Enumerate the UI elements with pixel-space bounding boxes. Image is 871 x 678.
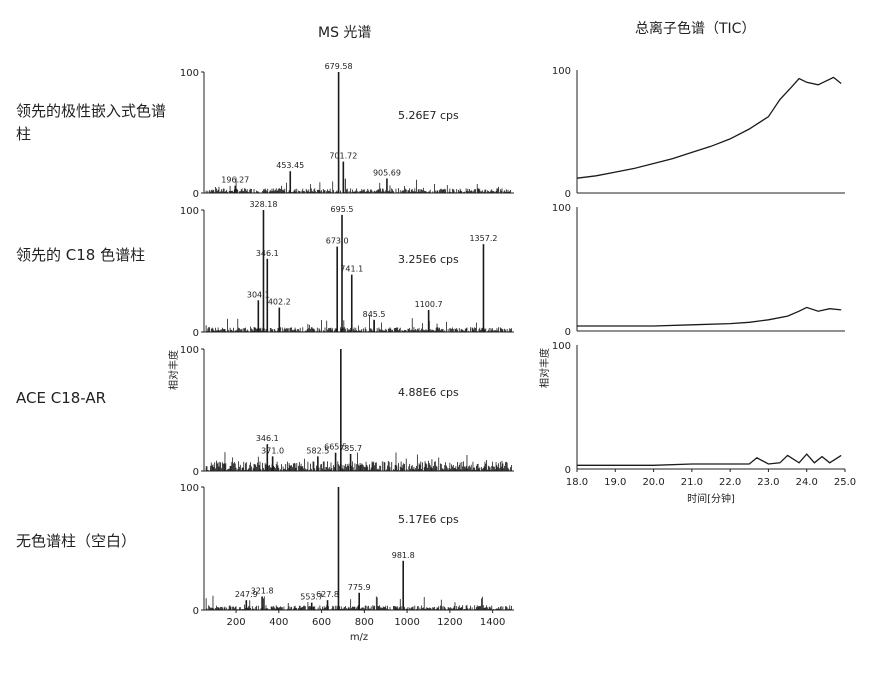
ms-peak-label: 627.8 <box>316 590 339 599</box>
ms-peak-label: 981.8 <box>392 551 415 560</box>
tic-ytick-label: 0 <box>565 327 571 338</box>
row-label-polar-embedded: 领先的极性嵌入式色谱柱 <box>16 102 167 143</box>
row-label-blank: 无色谱柱（空白） <box>16 532 137 550</box>
ms-peak-label: 304.1 <box>247 290 270 299</box>
row-label-c18: 领先的 C18 色谱柱 <box>16 246 146 264</box>
tic-ytick-label: 100 <box>552 203 571 214</box>
ms-peak-label: 679.58 <box>325 62 353 71</box>
ms-peak-label: 905.69 <box>373 168 401 177</box>
tic-trace <box>577 453 842 466</box>
ms-x-axis-label: m/z <box>350 632 368 643</box>
tic-xtick-label: 20.0 <box>642 477 664 488</box>
tic-trace <box>576 76 842 179</box>
ms-peak-label: 453.45 <box>276 161 304 170</box>
ms-peak-label: 735.7 <box>339 444 362 453</box>
ms-xtick-label: 600 <box>312 617 331 628</box>
ms-ytick-label: 0 <box>193 467 199 478</box>
ms-peak-label: 845.5 <box>363 310 386 319</box>
tic-xtick-label: 18.0 <box>566 477 588 488</box>
ms-peak-label: 1357.2 <box>469 234 497 243</box>
ms-peak-label: 553.7 <box>300 593 323 602</box>
ms-peak-label: 402.2 <box>268 298 291 307</box>
ms-peak-label: 775.9 <box>348 583 371 592</box>
ms-xtick-label: 1000 <box>394 617 419 628</box>
ms-intensity-label: 4.88E6 cps <box>398 386 459 399</box>
ms-peak-label: 196.27 <box>221 176 249 185</box>
tic-xtick-label: 24.0 <box>796 477 818 488</box>
ms-ytick-label: 100 <box>180 483 199 494</box>
ms-peak-label: 701.72 <box>329 152 357 161</box>
ms-ytick-label: 0 <box>193 606 199 617</box>
ms-peak-label: 695.5 <box>331 205 354 214</box>
tic-xtick-label: 19.0 <box>604 477 626 488</box>
ms-xtick-label: 200 <box>227 617 246 628</box>
ms-peak-label: 665.5 <box>324 443 347 452</box>
tic-xtick-label: 25.0 <box>834 477 856 488</box>
ms-peak-label: 321.8 <box>251 586 274 595</box>
row-label-ace-c18-ar: ACE C18-AR <box>16 389 107 407</box>
ms-peak-label: 247.9 <box>235 590 258 599</box>
tic-x-axis-label: 时间[分钟] <box>687 492 735 505</box>
tic-title: 总离子色谱（TIC） <box>635 21 756 37</box>
tic-xtick-label: 23.0 <box>757 477 779 488</box>
ms-xtick-label: 1200 <box>437 617 462 628</box>
ms-xtick-label: 800 <box>355 617 374 628</box>
tic-ytick-label: 100 <box>552 66 571 77</box>
ms-xtick-label: 400 <box>269 617 288 628</box>
ms-ytick-label: 0 <box>193 328 199 339</box>
ms-ytick-label: 100 <box>180 206 199 217</box>
tic-trace <box>577 306 842 327</box>
tic-xtick-label: 21.0 <box>681 477 703 488</box>
ms-intensity-label: 3.25E6 cps <box>398 253 459 266</box>
ms-peak-label: 328.18 <box>249 200 277 209</box>
ms-intensity-label: 5.17E6 cps <box>398 513 459 526</box>
ms-peak-label: 582.5 <box>306 446 329 455</box>
ms-peak-label: 1100.7 <box>415 300 443 309</box>
tic-ytick-label: 100 <box>552 341 571 352</box>
tic-ytick-label: 0 <box>565 465 571 476</box>
tic-ytick-label: 0 <box>565 189 571 200</box>
ms-spectrum-title: MS 光谱 <box>318 25 372 41</box>
ms-ytick-label: 100 <box>180 345 199 356</box>
ms-xtick-label: 1400 <box>480 617 505 628</box>
ms-peak-label: 346.1 <box>256 434 279 443</box>
ms-ytick-label: 0 <box>193 189 199 200</box>
tic-xtick-label: 22.0 <box>719 477 741 488</box>
ms-peak-label: 346.1 <box>256 249 279 258</box>
ms-peak-label: 673.0 <box>326 237 349 246</box>
ms-ytick-label: 100 <box>180 68 199 79</box>
ms-peak-label: 371.0 <box>261 446 284 455</box>
tic-y-axis-label: 相对丰度 <box>538 348 551 388</box>
ms-peak-label: 741.1 <box>340 265 363 274</box>
ms-y-axis-label: 相对丰度 <box>167 350 180 390</box>
ms-intensity-label: 5.26E7 cps <box>398 109 459 122</box>
